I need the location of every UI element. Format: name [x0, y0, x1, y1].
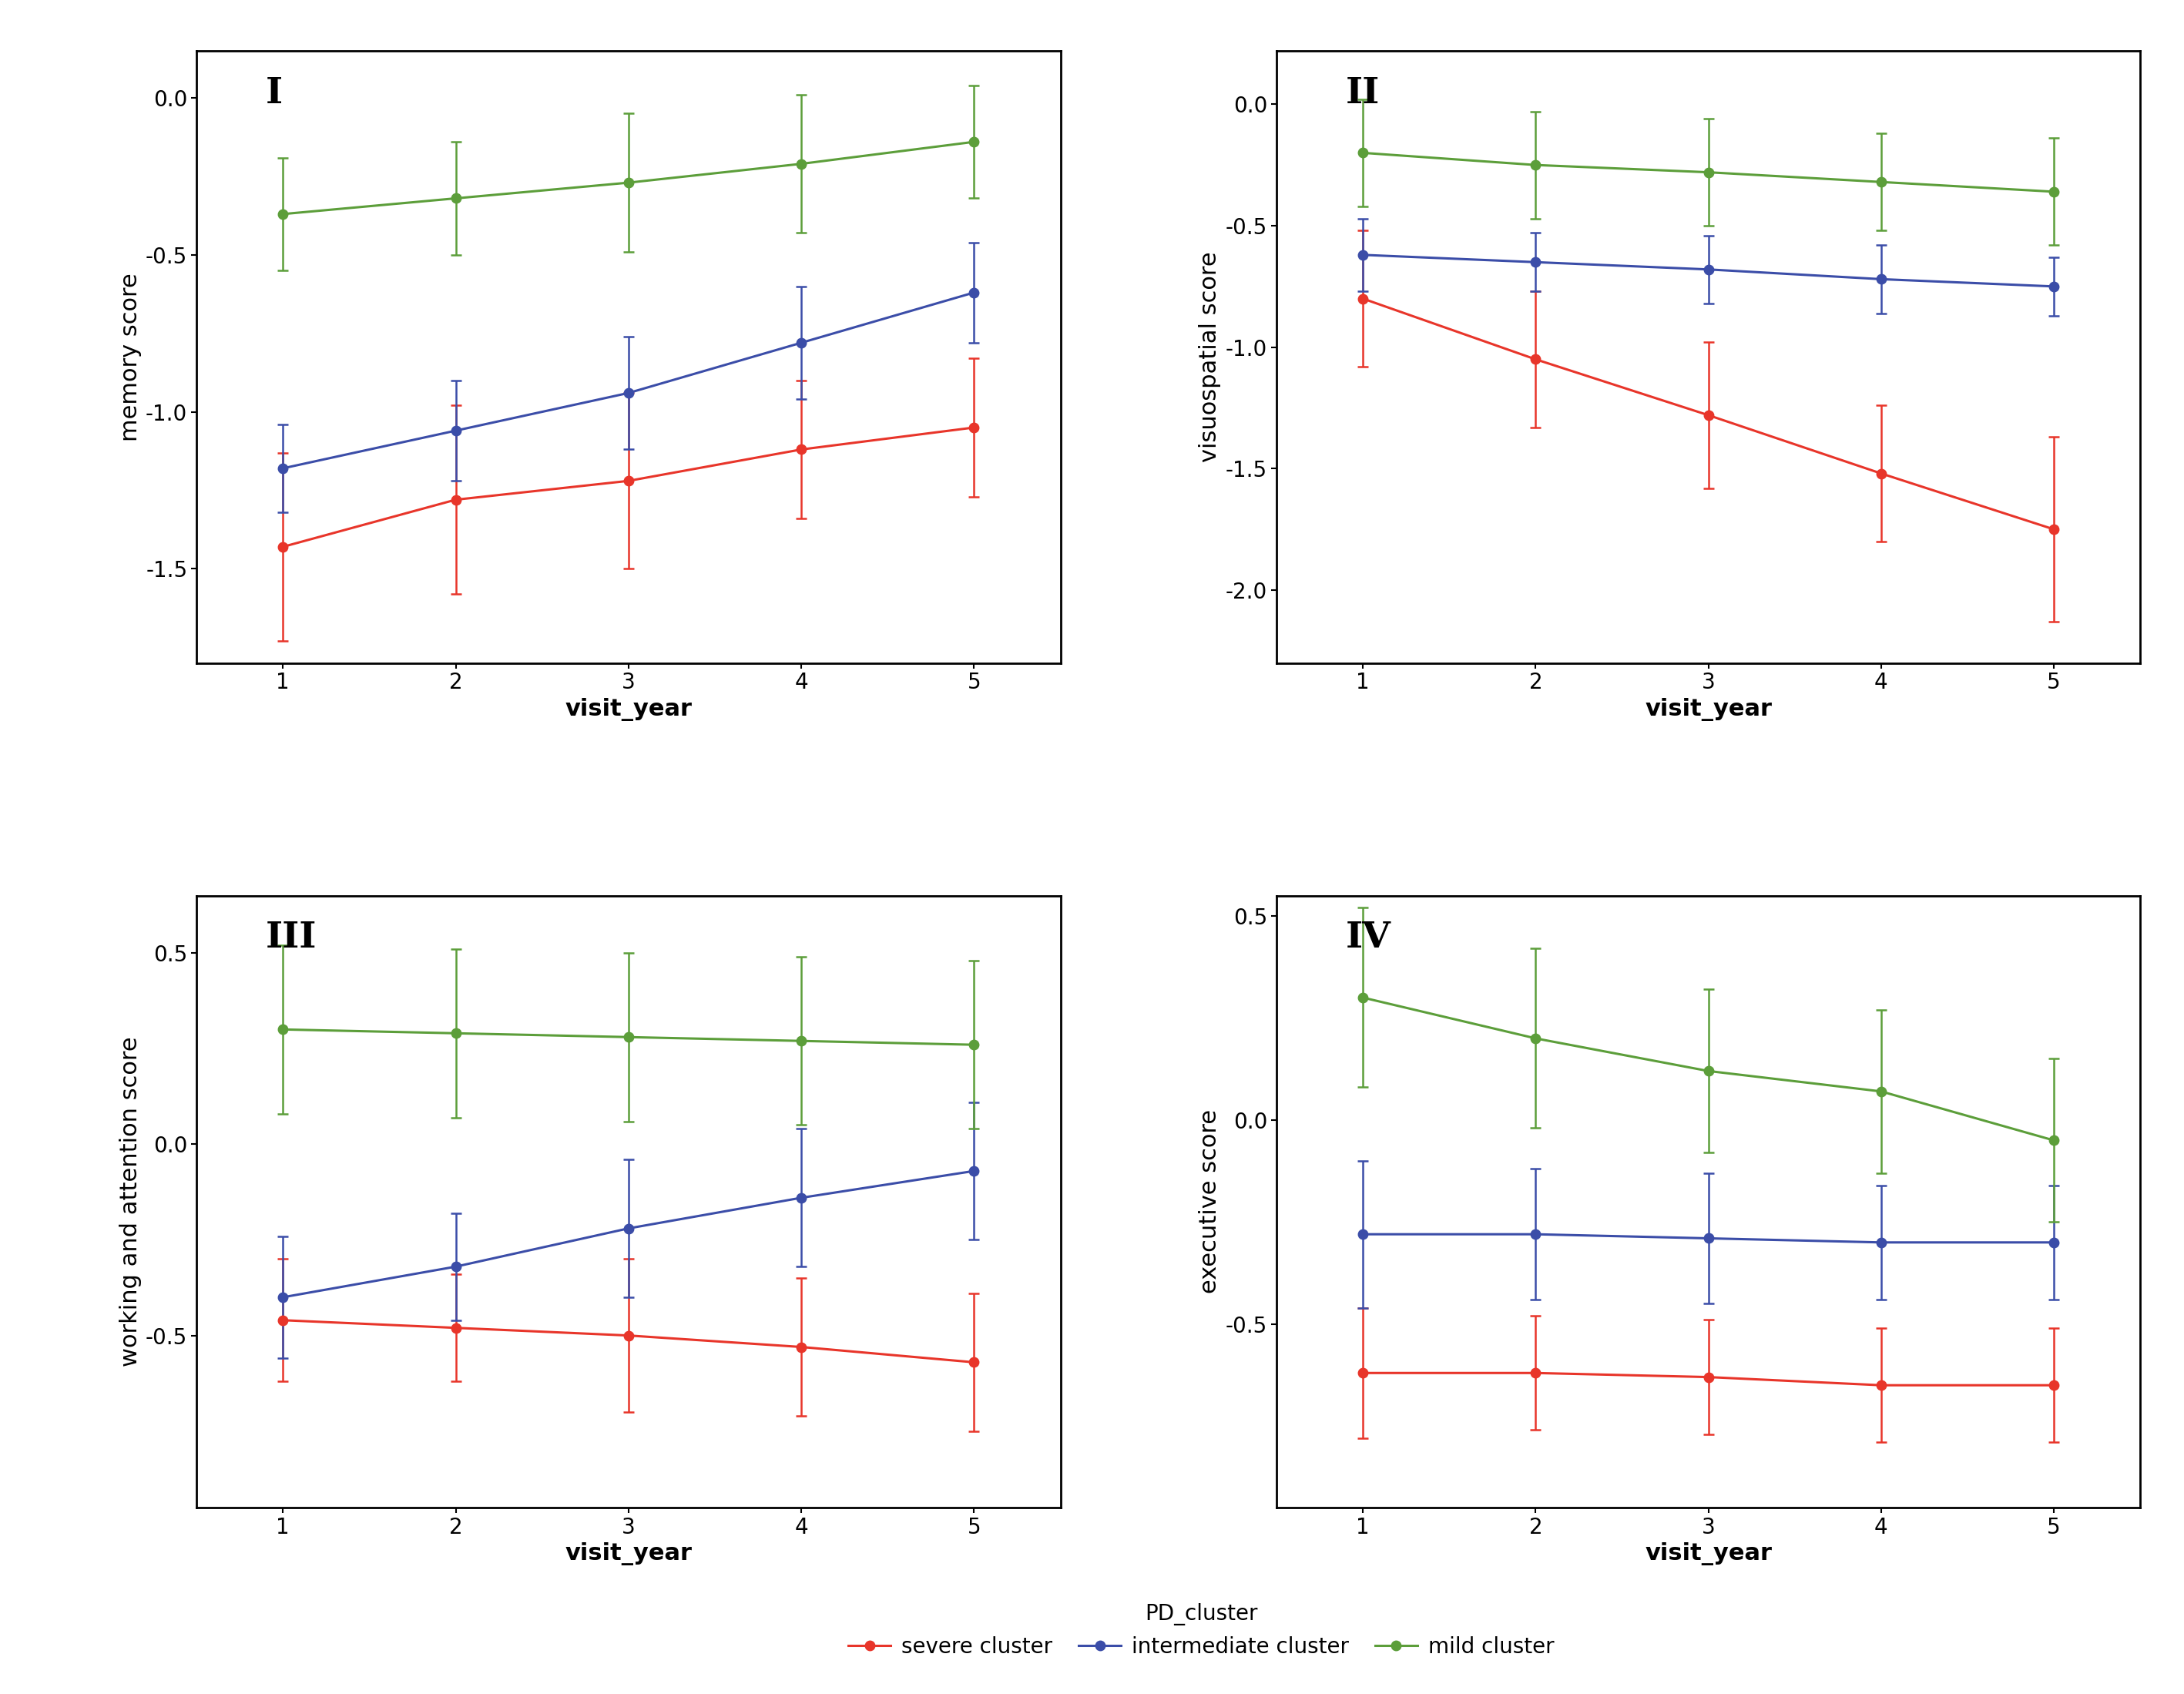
X-axis label: visit_year: visit_year	[1645, 698, 1771, 722]
Text: III: III	[266, 920, 317, 955]
Y-axis label: visuospatial score: visuospatial score	[1199, 251, 1221, 462]
Text: II: II	[1345, 75, 1380, 110]
Y-axis label: executive score: executive score	[1199, 1110, 1221, 1294]
Legend: severe cluster, intermediate cluster, mild cluster: severe cluster, intermediate cluster, mi…	[839, 1594, 1564, 1667]
Y-axis label: memory score: memory score	[120, 273, 142, 440]
X-axis label: visit_year: visit_year	[566, 698, 692, 722]
Text: IV: IV	[1345, 920, 1391, 955]
Y-axis label: working and attention score: working and attention score	[120, 1037, 142, 1367]
X-axis label: visit_year: visit_year	[566, 1543, 692, 1565]
X-axis label: visit_year: visit_year	[1645, 1543, 1771, 1565]
Text: I: I	[266, 75, 282, 110]
